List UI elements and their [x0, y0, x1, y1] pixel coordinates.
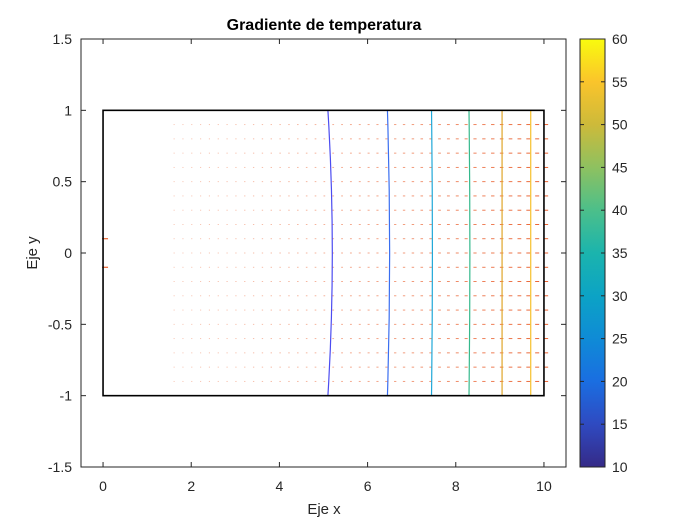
- contour-line: [468, 110, 471, 396]
- y-tick-label: -0.5: [48, 316, 72, 332]
- y-tick-label: 1: [64, 102, 72, 118]
- colorbar-tick-label: 10: [612, 459, 628, 475]
- contour-line: [327, 110, 333, 396]
- colorbar-tick-label: 45: [612, 159, 628, 175]
- x-tick-label: 10: [536, 478, 552, 494]
- x-tick-label: 2: [187, 478, 195, 494]
- y-tick-label: 0: [64, 245, 72, 261]
- x-tick-label: 6: [364, 478, 372, 494]
- y-tick-label: -1.5: [48, 459, 72, 475]
- colorbar-tick-label: 15: [612, 416, 628, 432]
- x-tick-label: 8: [452, 478, 460, 494]
- colorbar-tick-label: 55: [612, 74, 628, 90]
- colorbar-tick-label: 50: [612, 117, 628, 133]
- colorbar-tick-label: 40: [612, 202, 628, 218]
- domain-rectangle: [102, 109, 545, 397]
- contour-lines: [327, 110, 532, 396]
- colorbar-tick-label: 30: [612, 288, 628, 304]
- y-axis-label: Eje y: [24, 236, 41, 270]
- contour-line: [386, 110, 391, 396]
- y-axis: 1.5 1 0.5 0 -0.5 -1 -1.5: [48, 31, 566, 475]
- colorbar-tick-label: 25: [612, 331, 628, 347]
- chart-title: Gradiente de temperatura: [227, 17, 422, 34]
- colorbar-tick-label: 60: [612, 31, 628, 47]
- x-tick-label: 0: [99, 478, 107, 494]
- quiver-arrows: [102, 124, 549, 382]
- x-axis-label: Eje x: [307, 501, 341, 518]
- y-tick-label: 1.5: [53, 31, 73, 47]
- x-axis: 0 2 4 6 8 10: [99, 39, 552, 494]
- colorbar-axis: 10 15 20 25 30 35 40 45 50 55 60: [580, 31, 628, 475]
- colorbar: [579, 38, 606, 468]
- colorbar-tick-label: 35: [612, 245, 628, 261]
- x-tick-label: 4: [276, 478, 284, 494]
- y-tick-label: 0.5: [53, 174, 73, 190]
- colorbar-tick-label: 20: [612, 373, 628, 389]
- y-tick-label: -1: [60, 388, 73, 404]
- contour-line: [430, 110, 434, 396]
